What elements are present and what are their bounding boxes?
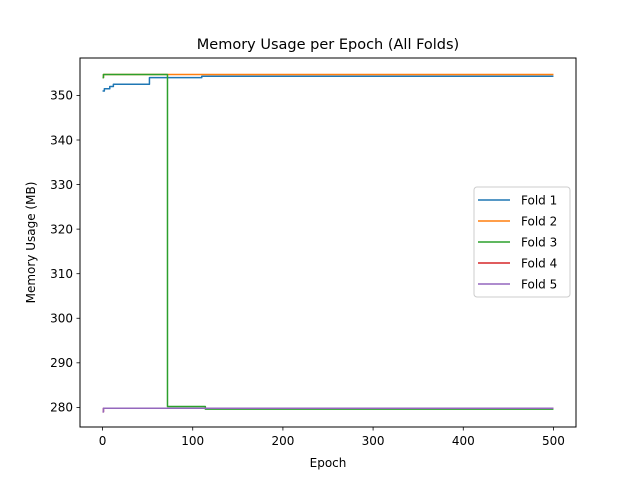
- y-axis-ticks: 280 290 300 310 320 330 340 350: [50, 89, 80, 415]
- x-axis-title: Epoch: [310, 456, 347, 470]
- y-tick-label: 330: [50, 178, 73, 192]
- legend-label-fold-3: Fold 3: [521, 235, 557, 249]
- y-tick-label: 300: [50, 312, 73, 326]
- plot-frame: [79, 57, 577, 428]
- legend-label-fold-5: Fold 5: [521, 277, 557, 291]
- y-tick-label: 310: [50, 267, 73, 281]
- series-line-fold-1: [102, 75, 554, 92]
- chart-title: Memory Usage per Epoch (All Folds): [197, 37, 459, 53]
- plot-lines: [102, 73, 554, 413]
- x-tick-label: 100: [181, 434, 204, 448]
- x-tick-label: 200: [271, 434, 294, 448]
- y-tick-label: 290: [50, 356, 73, 370]
- x-tick-label: 0: [99, 434, 107, 448]
- legend-label-fold-4: Fold 4: [521, 256, 557, 270]
- y-tick-label: 350: [50, 89, 73, 103]
- legend-label-fold-1: Fold 1: [521, 193, 557, 207]
- x-tick-label: 300: [362, 434, 385, 448]
- x-tick-label: 400: [452, 434, 475, 448]
- y-axis-title: Memory Usage (MB): [24, 182, 38, 304]
- legend-label-fold-2: Fold 2: [521, 214, 557, 228]
- y-tick-label: 320: [50, 222, 73, 236]
- x-axis-ticks: 0 100 200 300 400 500: [99, 427, 565, 448]
- legend-box: [473, 186, 571, 298]
- series-line-fold-5: [102, 407, 554, 413]
- x-tick-label: 500: [542, 434, 565, 448]
- y-tick-label: 280: [50, 401, 73, 415]
- legend: Fold 1 Fold 2 Fold 3 Fold 4 Fold 5: [473, 186, 571, 298]
- y-tick-label: 340: [50, 133, 73, 147]
